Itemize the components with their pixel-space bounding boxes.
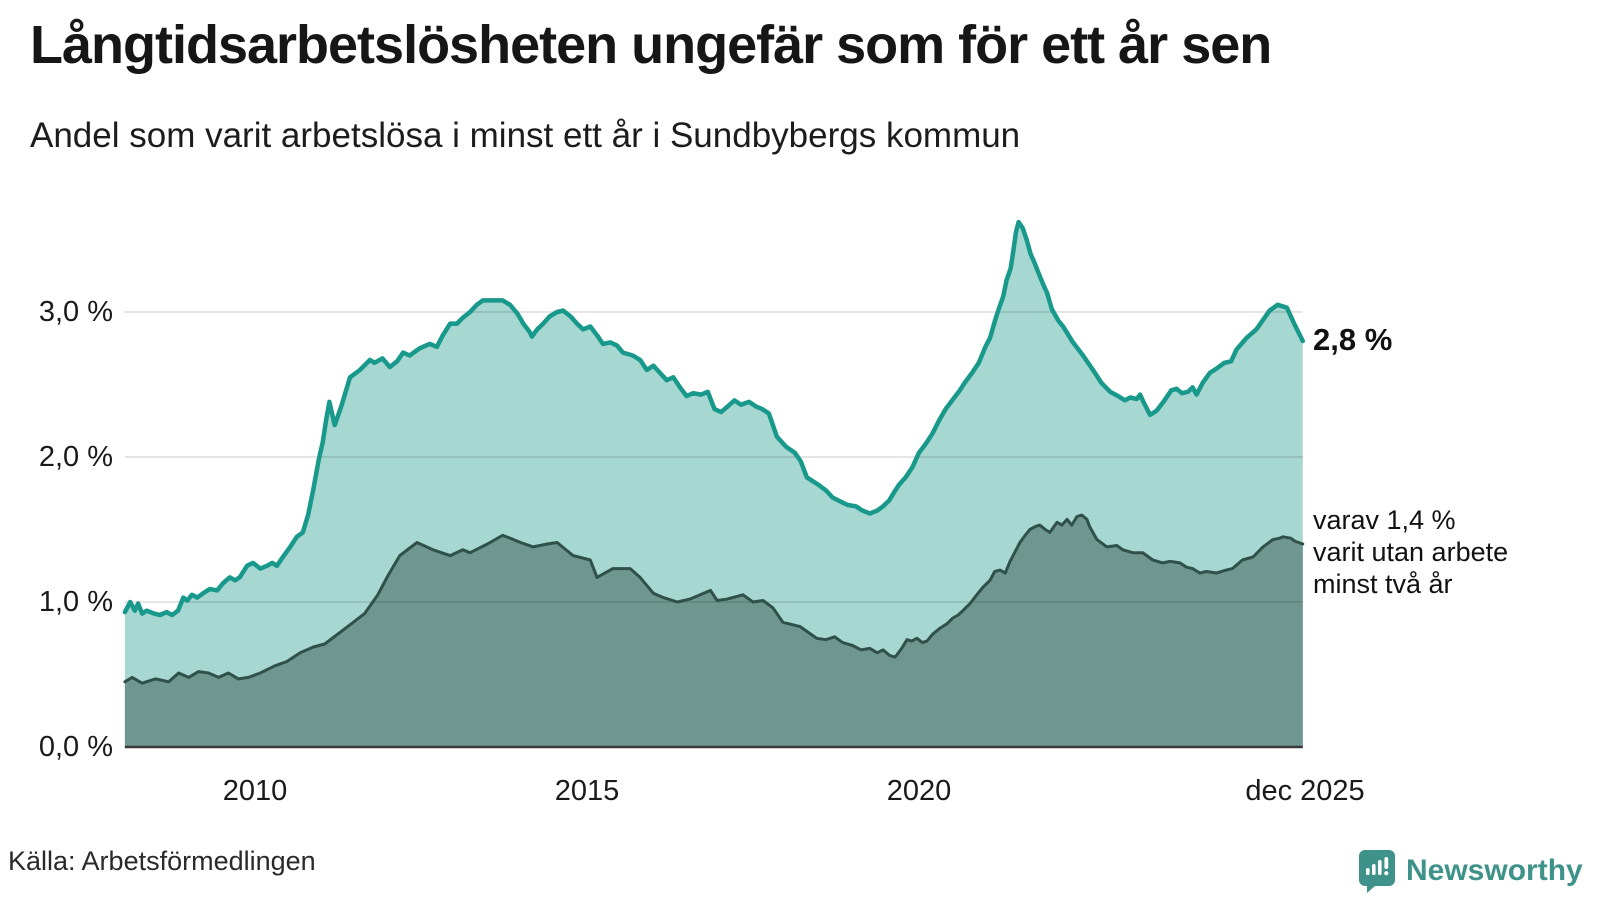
x-axis-tick-label: 2015 (554, 775, 620, 807)
annotation-line: varav 1,4 % (1313, 505, 1456, 535)
annotation-line: minst två år (1313, 569, 1453, 599)
x-axis-tick-label: 2010 (222, 775, 288, 807)
newsworthy-logo[interactable]: Newsworthy (1358, 848, 1583, 894)
y-axis-tick-label: 1,0 % (38, 586, 113, 618)
series2-annotation: varav 1,4 % varit utan arbete minst två … (1313, 504, 1508, 600)
page-title: Långtidsarbetslösheten ungefär som för e… (30, 15, 1272, 75)
y-axis-tick-label: 0,0 % (38, 731, 113, 763)
x-axis-tick-label: 2020 (886, 775, 952, 807)
line-minst-ett-ar (122, 219, 1306, 618)
y-axis-tick-label: 3,0 % (38, 296, 113, 328)
newsworthy-icon (1359, 850, 1395, 893)
newsworthy-wordmark: Newsworthy (1406, 854, 1583, 887)
area-fill-minst-tva-ar (124, 515, 1303, 747)
x-axis-tick-label: dec 2025 (1245, 775, 1365, 807)
y-axis-tick-label: 2,0 % (38, 441, 113, 473)
chart-subtitle: Andel som varit arbetslösa i minst ett å… (30, 116, 1021, 155)
annotation-line: varit utan arbete (1313, 537, 1509, 567)
line-minst-tva-ar (123, 513, 1305, 685)
series-end-value-label: 2,8 % (1313, 322, 1393, 357)
source-credit: Källa: Arbetsförmedlingen (8, 846, 316, 876)
